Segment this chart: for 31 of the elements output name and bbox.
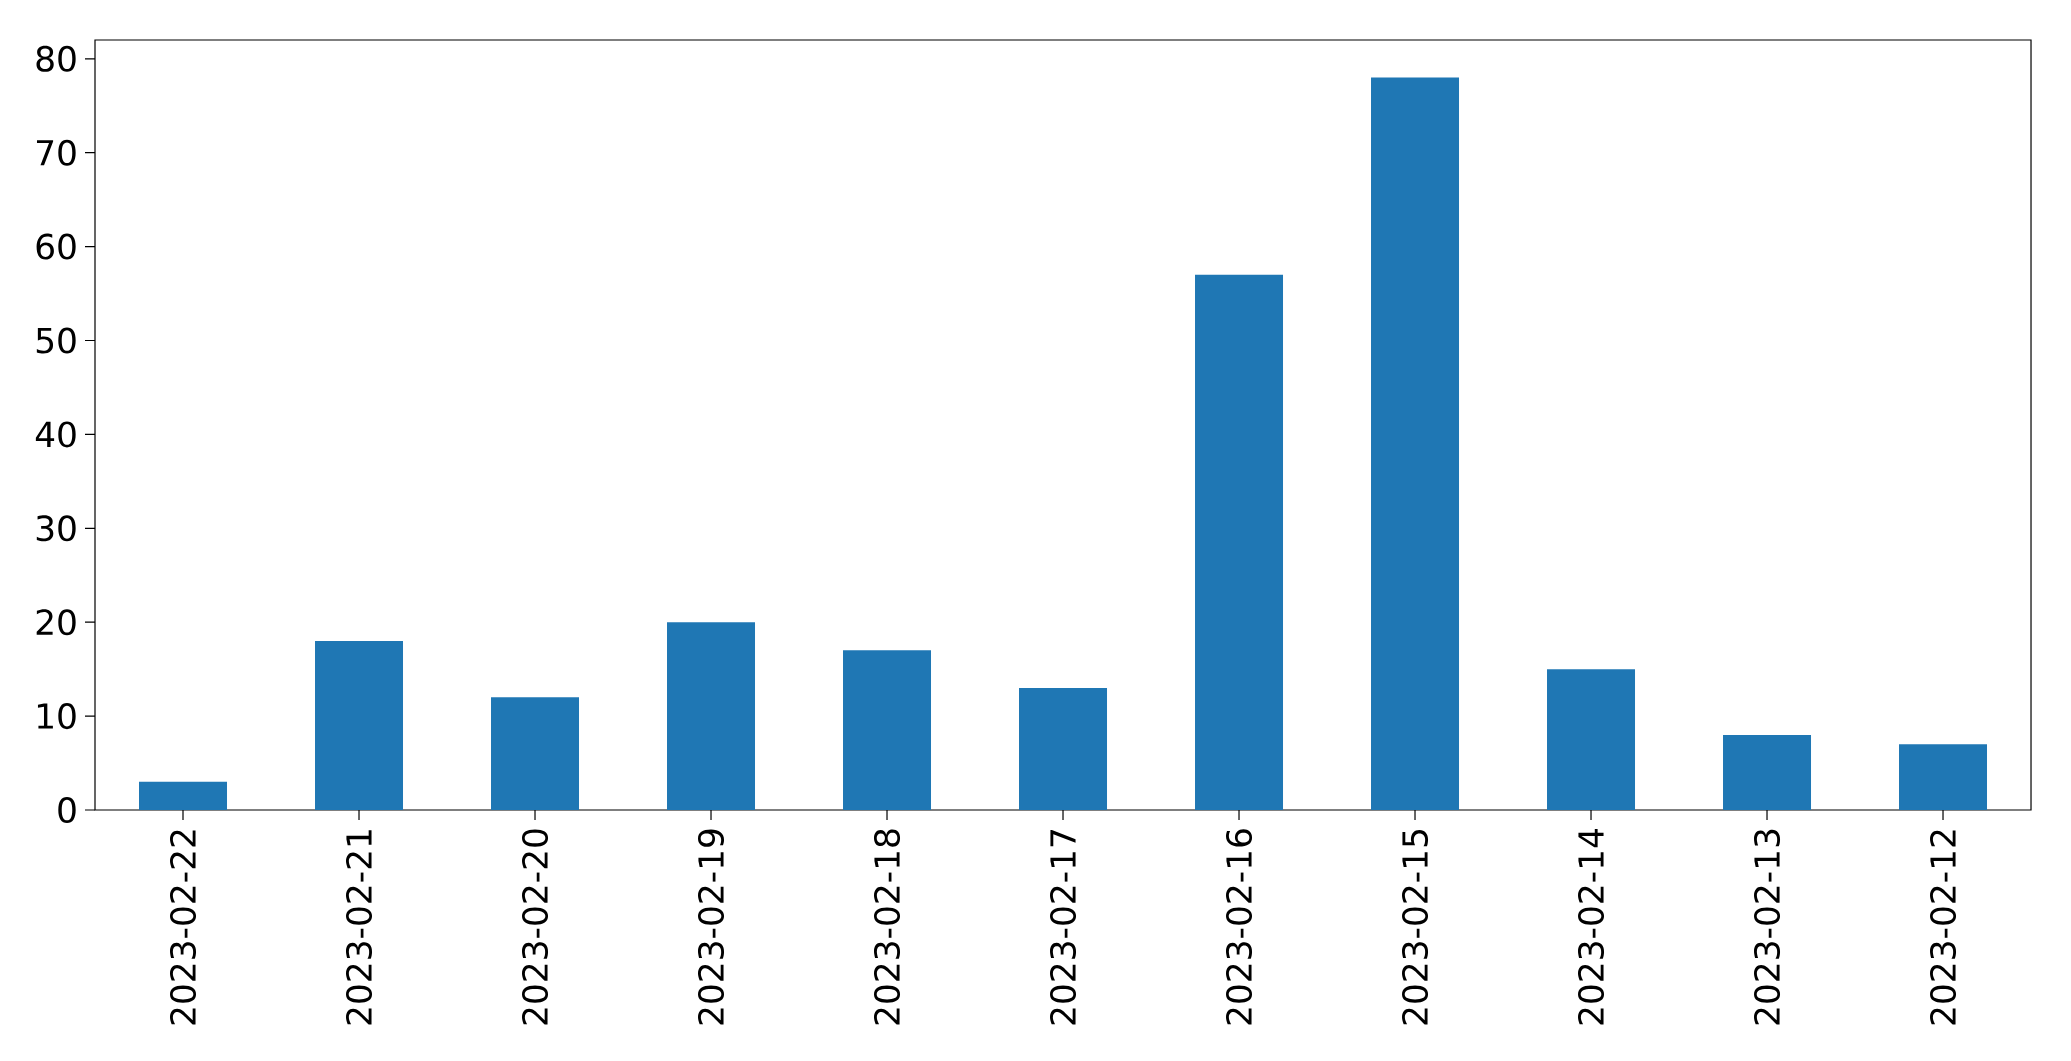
y-tick-label: 20 [36, 609, 76, 636]
y-tick-label: 10 [37, 703, 76, 730]
x-tick-label: 2023-02-20 [522, 829, 549, 1025]
y-tick-label: 60 [36, 233, 76, 260]
bar [843, 650, 932, 810]
x-tick-label: 2023-02-16 [1226, 829, 1253, 1025]
bar [139, 781, 228, 810]
y-tick-label: 0 [58, 796, 76, 824]
bar [1547, 669, 1636, 810]
y-tick-label: 40 [35, 421, 76, 448]
x-tick-label: 2023-02-14 [1578, 829, 1605, 1025]
bar [1371, 77, 1460, 810]
bar [667, 622, 756, 810]
bar [491, 697, 580, 810]
x-tick-label: 2023-02-22 [169, 830, 197, 1025]
y-tick-label: 50 [36, 327, 76, 354]
bar [1723, 734, 1812, 810]
x-tick-label: 2023-02-13 [1754, 829, 1781, 1025]
bar [315, 640, 404, 810]
bar [1899, 744, 1988, 810]
x-tick-label: 2023-02-12 [1930, 830, 1957, 1025]
bar [1019, 687, 1108, 810]
y-tick-label: 80 [36, 45, 76, 72]
x-tick-label: 2023-02-15 [1402, 830, 1429, 1025]
bar [1195, 274, 1284, 810]
y-tick-label: 30 [36, 515, 76, 542]
x-tick-label: 2023-02-21 [346, 830, 373, 1025]
x-tick-label: 2023-02-17 [1050, 830, 1077, 1025]
x-tick-label: 2023-02-19 [698, 829, 725, 1025]
x-tick-label: 2023-02-18 [874, 829, 901, 1025]
y-tick-label: 70 [36, 139, 76, 166]
